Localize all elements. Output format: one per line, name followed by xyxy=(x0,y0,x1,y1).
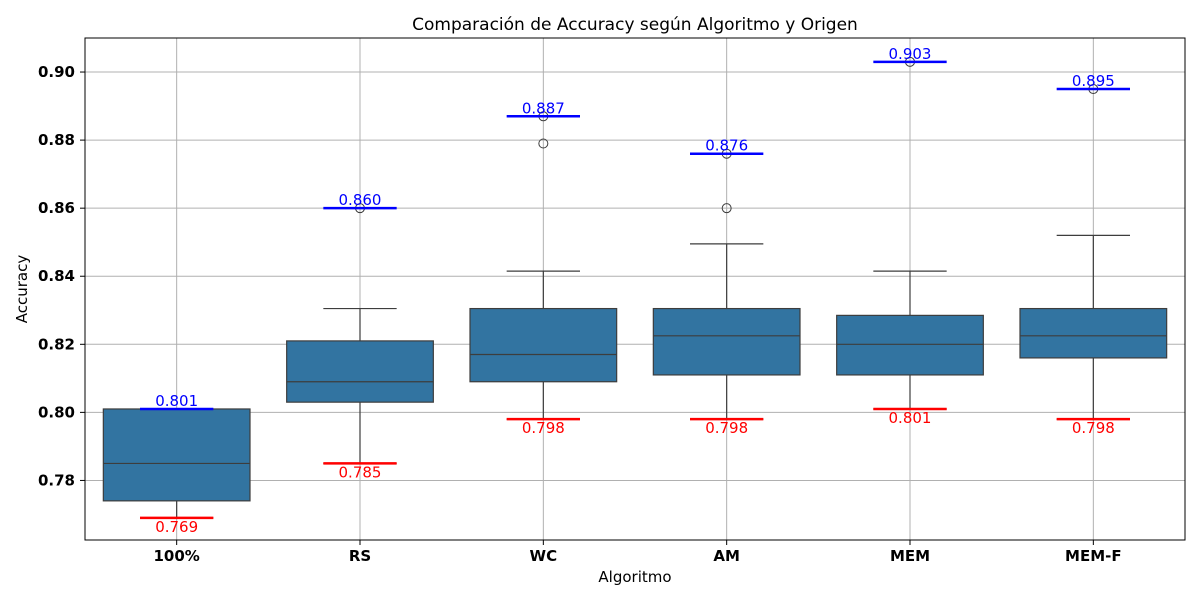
min-label: 0.785 xyxy=(339,463,382,481)
min-label: 0.798 xyxy=(1072,419,1115,437)
box-100- xyxy=(102,408,251,519)
y-tick-label: 0.84 xyxy=(38,267,75,285)
max-label: 0.876 xyxy=(705,137,748,155)
box-iqr xyxy=(1019,307,1168,359)
y-tick-label: 0.80 xyxy=(38,403,75,421)
chart-title: Comparación de Accuracy según Algoritmo … xyxy=(412,15,858,35)
y-axis-ticks: 0.78 0.80 0.82 0.84 0.86 0.88 0.90 xyxy=(38,63,85,489)
box-iqr xyxy=(652,307,801,376)
y-tick-label: 0.78 xyxy=(38,471,75,489)
y-axis-label: Accuracy xyxy=(13,255,31,324)
x-tick-label: 100% xyxy=(153,547,199,565)
x-axis-label: Algoritmo xyxy=(598,568,671,586)
box-series xyxy=(102,56,1168,519)
box-iqr xyxy=(102,408,251,502)
x-tick-label: WC xyxy=(530,547,558,565)
x-tick-label: MEM xyxy=(890,547,930,565)
x-tick-label: MEM-F xyxy=(1065,547,1122,565)
box-mem-f xyxy=(1019,84,1168,420)
max-label: 0.801 xyxy=(155,392,198,410)
max-label: 0.895 xyxy=(1072,72,1115,90)
y-tick-label: 0.82 xyxy=(38,335,75,353)
min-max-annotations: 0.801 0.769 0.860 0.785 0.887 0.798 0.876 0.798… xyxy=(140,45,1130,536)
box-iqr xyxy=(286,340,434,403)
min-label: 0.798 xyxy=(522,419,565,437)
y-tick-label: 0.88 xyxy=(38,131,75,149)
max-label: 0.903 xyxy=(889,45,932,63)
min-label: 0.801 xyxy=(889,409,932,427)
outlier-point xyxy=(721,203,732,214)
y-tick-label: 0.90 xyxy=(38,63,75,81)
outlier-point xyxy=(538,138,549,149)
min-label: 0.769 xyxy=(155,518,198,536)
x-axis-ticks: 100% RS WC AM MEM MEM-F xyxy=(153,540,1122,565)
x-tick-label: RS xyxy=(349,547,371,565)
max-label: 0.860 xyxy=(339,191,382,209)
box-rs xyxy=(286,203,434,465)
plot-area-frame xyxy=(84,37,1186,541)
box-iqr xyxy=(836,314,984,376)
max-label: 0.887 xyxy=(522,99,565,117)
box-am xyxy=(652,148,801,420)
box-iqr xyxy=(469,307,618,383)
min-label: 0.798 xyxy=(705,419,748,437)
x-tick-label: AM xyxy=(713,547,740,565)
y-tick-label: 0.86 xyxy=(38,199,75,217)
box-mem xyxy=(836,56,984,410)
